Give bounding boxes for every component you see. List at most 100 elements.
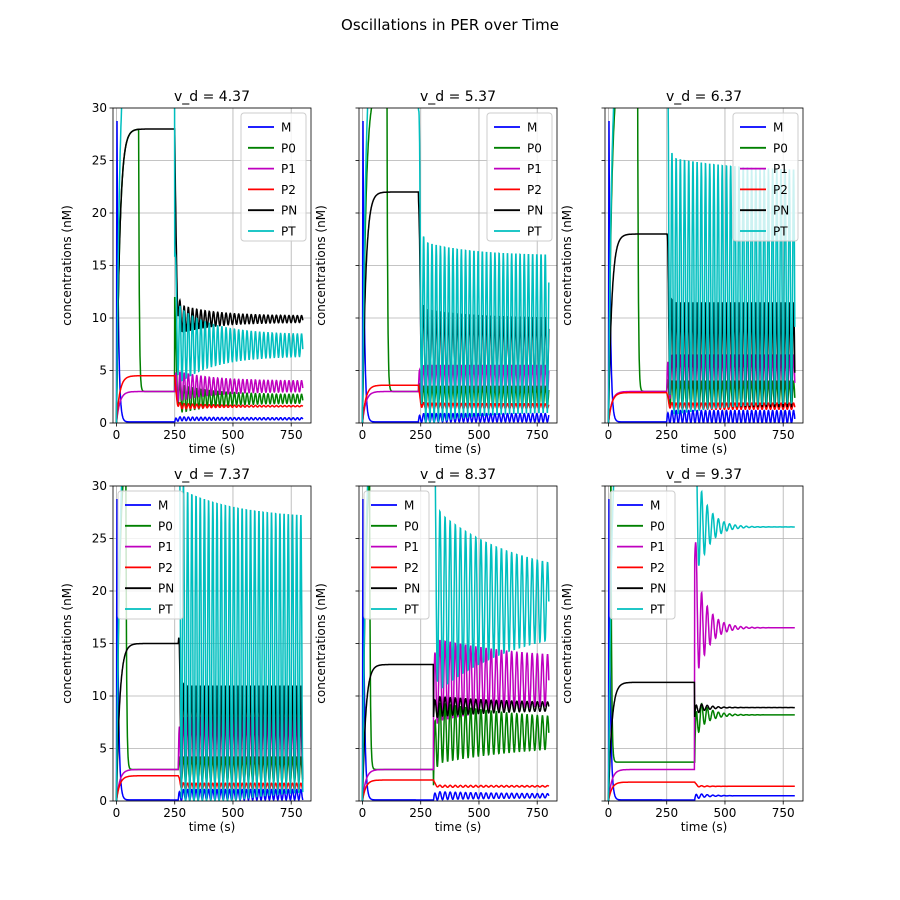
series-line-P2 xyxy=(361,779,550,801)
legend: M P0 P1 P2 PN PT xyxy=(240,112,307,242)
legend-label-PT: PT xyxy=(158,603,173,617)
x-axis-label: time (s) xyxy=(681,442,728,456)
series-line-P2 xyxy=(607,781,795,801)
x-tick-label: 0 xyxy=(113,428,121,442)
legend-label-M: M xyxy=(281,121,291,135)
series-line-P1 xyxy=(607,542,795,801)
y-tick-label: 20 xyxy=(92,584,107,598)
series-line-M xyxy=(607,498,795,801)
x-tick-label: 750 xyxy=(526,806,549,820)
x-tick-label: 250 xyxy=(163,806,186,820)
y-tick-label: 0 xyxy=(99,794,107,808)
legend-label-P0: P0 xyxy=(281,141,296,155)
x-tick-label: 250 xyxy=(409,806,432,820)
legend: M P0 P1 P2 PN PT xyxy=(732,112,799,242)
series-line-M xyxy=(361,498,550,801)
legend-box xyxy=(732,112,799,242)
legend-label-PT: PT xyxy=(650,603,665,617)
y-axis-label: concentrations (nM) xyxy=(60,205,74,326)
x-tick-label: 0 xyxy=(605,428,613,442)
series-line-PN xyxy=(115,128,304,423)
series-line-PT xyxy=(607,486,795,801)
y-tick-label: 25 xyxy=(92,532,107,546)
x-tick-label: 0 xyxy=(605,806,613,820)
x-axis-label: time (s) xyxy=(189,820,236,834)
plot-area xyxy=(361,486,550,801)
series-line-M xyxy=(607,120,796,423)
legend-label-M: M xyxy=(158,499,168,513)
legend-box xyxy=(609,490,676,620)
y-axis-label: concentrations (nM) xyxy=(314,583,328,704)
subplot-1: 0 250 500 750 0 5 10 15 20 25 30 v_d = 4.37 time (s)… xyxy=(60,89,312,456)
legend-label-P0: P0 xyxy=(650,519,665,533)
legend-label-P2: P2 xyxy=(158,561,173,575)
legend-box xyxy=(240,112,307,242)
legend-label-P2: P2 xyxy=(404,561,419,575)
legend-label-P1: P1 xyxy=(404,540,419,554)
legend-label-PT: PT xyxy=(404,603,419,617)
legend-label-P0: P0 xyxy=(527,141,542,155)
y-axis-label: concentrations (nM) xyxy=(560,205,574,326)
x-tick-label: 750 xyxy=(772,806,795,820)
figure-title: Oscillations in PER over Time xyxy=(341,16,559,34)
x-tick-label: 0 xyxy=(359,428,367,442)
series-line-PT xyxy=(115,108,304,423)
series-line-PN xyxy=(607,233,796,423)
subplot-title: v_d = 7.37 xyxy=(174,467,250,483)
legend-label-P2: P2 xyxy=(527,183,542,197)
x-tick-label: 750 xyxy=(280,428,303,442)
y-tick-label: 30 xyxy=(92,101,107,115)
x-tick-label: 500 xyxy=(222,428,245,442)
y-tick-label: 25 xyxy=(92,154,107,168)
x-tick-label: 750 xyxy=(772,428,795,442)
legend-label-PN: PN xyxy=(404,582,420,596)
legend-label-P1: P1 xyxy=(773,162,788,176)
y-tick-label: 0 xyxy=(99,416,107,430)
x-tick-label: 750 xyxy=(526,428,549,442)
plot-area xyxy=(115,486,304,801)
legend-label-PT: PT xyxy=(527,225,542,239)
series-line-P2 xyxy=(115,375,304,423)
legend-label-P0: P0 xyxy=(158,519,173,533)
legend-label-PN: PN xyxy=(158,582,174,596)
legend-label-P2: P2 xyxy=(773,183,788,197)
subplot-title: v_d = 6.37 xyxy=(666,89,742,105)
subplot-title: v_d = 5.37 xyxy=(420,89,496,105)
x-tick-label: 500 xyxy=(222,806,245,820)
legend: M P0 P1 P2 PN PT xyxy=(363,490,430,620)
legend-label-M: M xyxy=(650,499,660,513)
x-tick-label: 250 xyxy=(409,428,432,442)
legend-label-P2: P2 xyxy=(650,561,665,575)
series-line-M xyxy=(361,120,550,423)
legend-label-PN: PN xyxy=(650,582,666,596)
subplot-4: 0 250 500 750 0 5 10 15 20 25 30 v_d = 7.37 time (s)… xyxy=(60,467,312,834)
series-line-P0 xyxy=(607,108,796,423)
legend-box xyxy=(363,490,430,620)
x-tick-label: 250 xyxy=(655,428,678,442)
x-tick-label: 500 xyxy=(714,806,737,820)
legend: M P0 P1 P2 PN PT xyxy=(609,490,676,620)
x-tick-label: 500 xyxy=(468,428,491,442)
x-tick-label: 250 xyxy=(163,428,186,442)
series-line-PT xyxy=(361,486,550,801)
series-line-PN xyxy=(607,681,795,801)
subplot-6: 0 250 500 750 v_d = 9.37 time (s) concentratio… xyxy=(560,467,804,834)
legend-label-P1: P1 xyxy=(281,162,296,176)
legend-label-PN: PN xyxy=(281,204,297,218)
series-line-PT xyxy=(361,108,550,423)
y-tick-label: 10 xyxy=(92,689,107,703)
subplot-3: 0 250 500 750 v_d = 6.37 time (s) concentratio… xyxy=(560,89,804,456)
x-axis-label: time (s) xyxy=(435,442,482,456)
y-tick-label: 20 xyxy=(92,206,107,220)
y-tick-label: 15 xyxy=(92,259,107,273)
legend-box xyxy=(486,112,553,242)
legend-label-PN: PN xyxy=(527,204,543,218)
legend-label-P0: P0 xyxy=(404,519,419,533)
series-line-P1 xyxy=(115,371,304,423)
plot-area xyxy=(361,108,550,423)
y-axis-label: concentrations (nM) xyxy=(314,205,328,326)
legend-box xyxy=(117,490,184,620)
y-tick-label: 5 xyxy=(99,364,107,378)
x-tick-label: 500 xyxy=(468,806,491,820)
